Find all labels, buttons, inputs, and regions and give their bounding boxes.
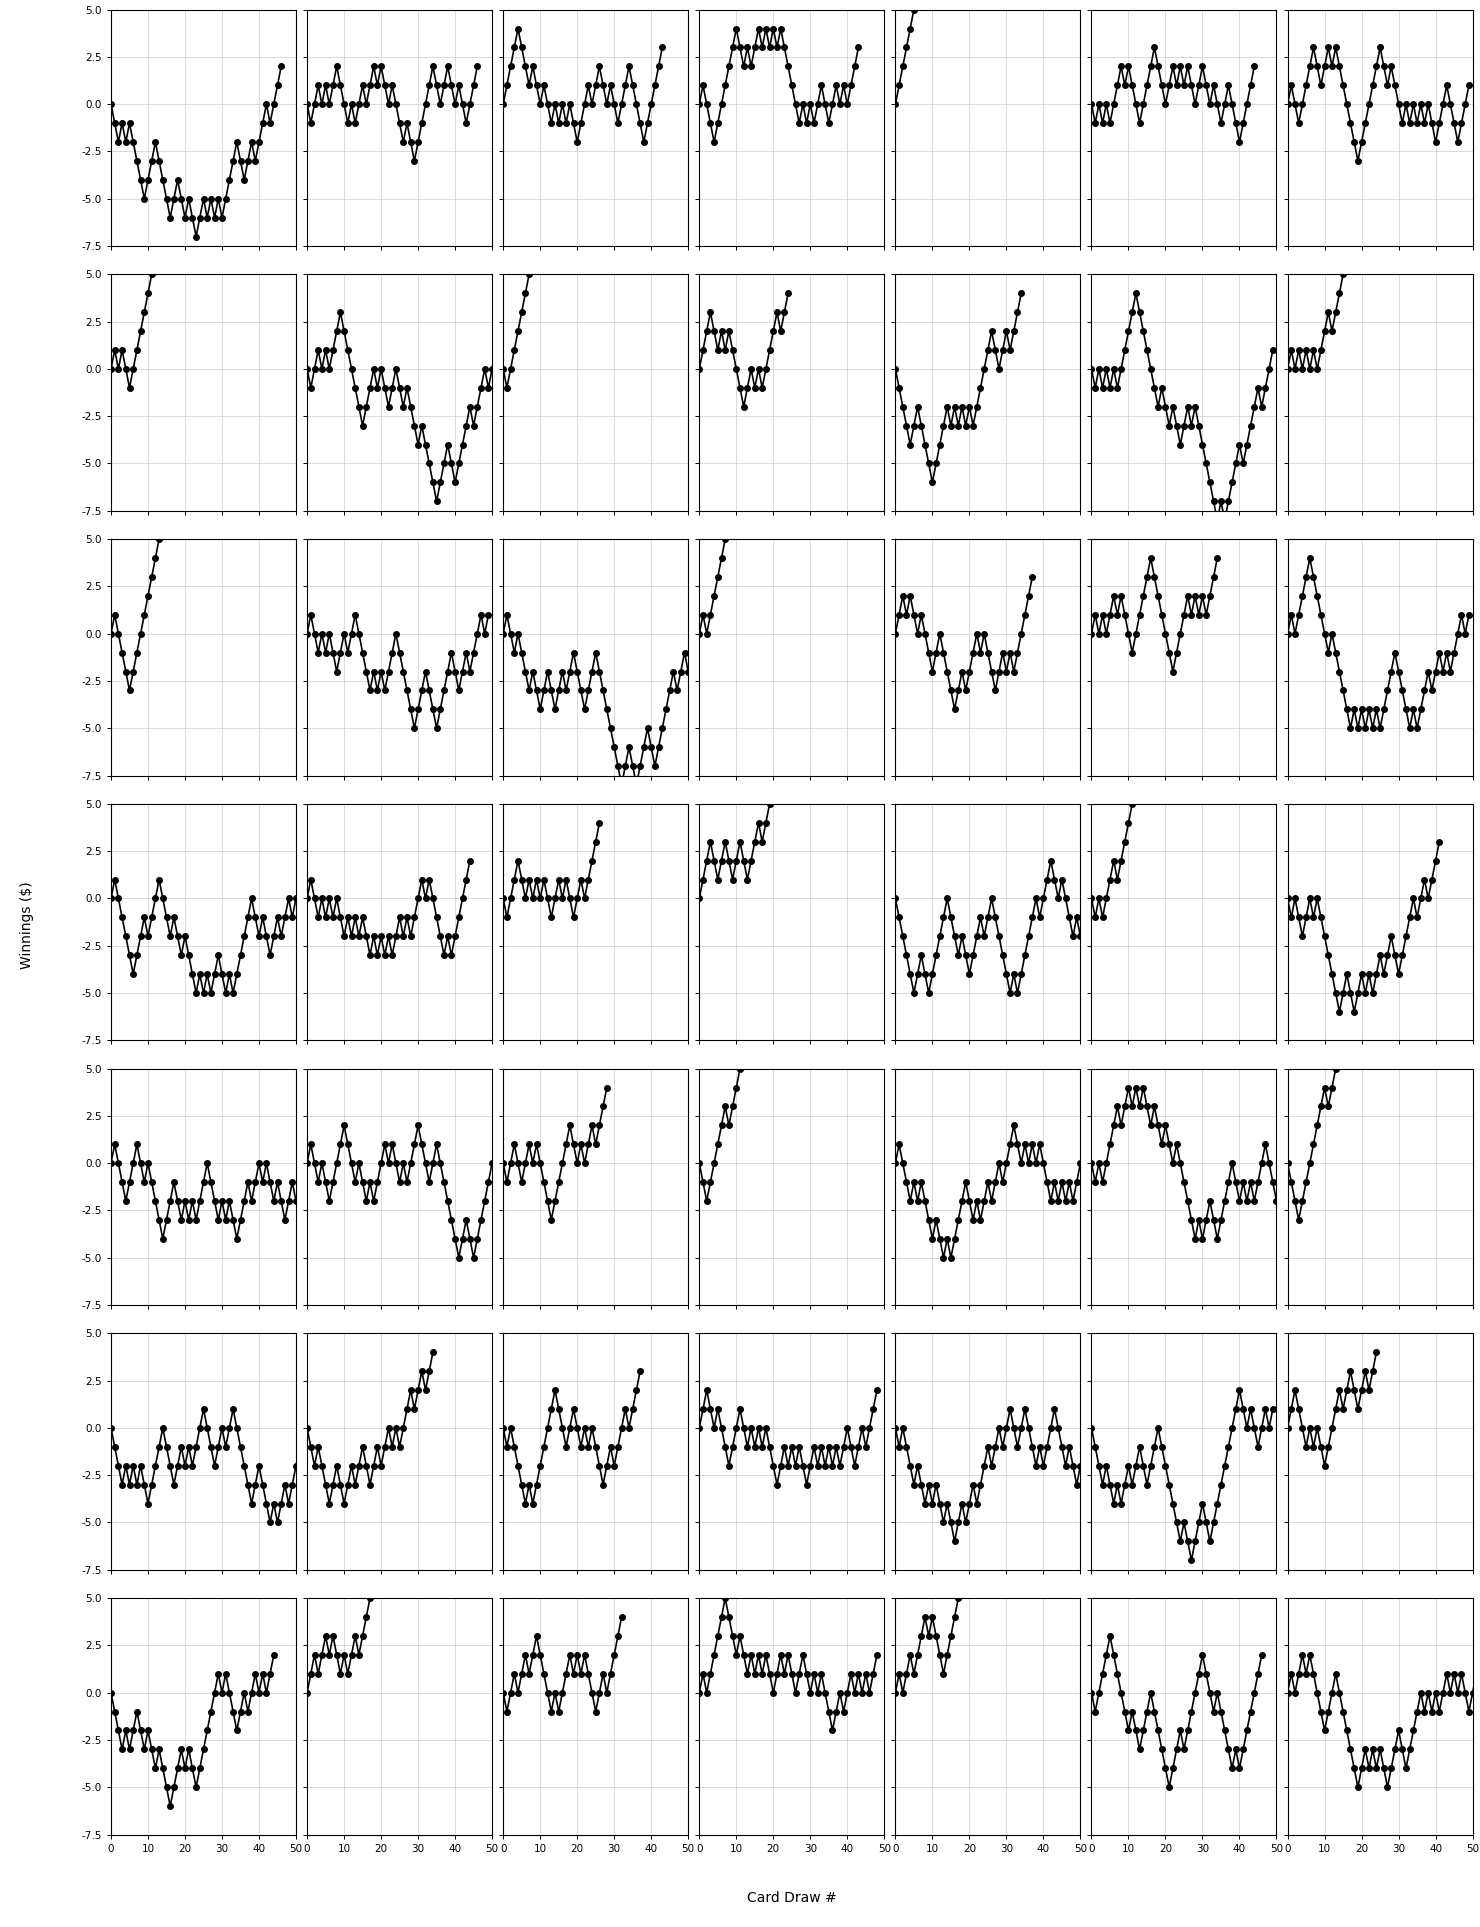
Text: Card Draw #: Card Draw #: [747, 1890, 836, 1906]
Text: Winnings ($): Winnings ($): [19, 881, 34, 969]
